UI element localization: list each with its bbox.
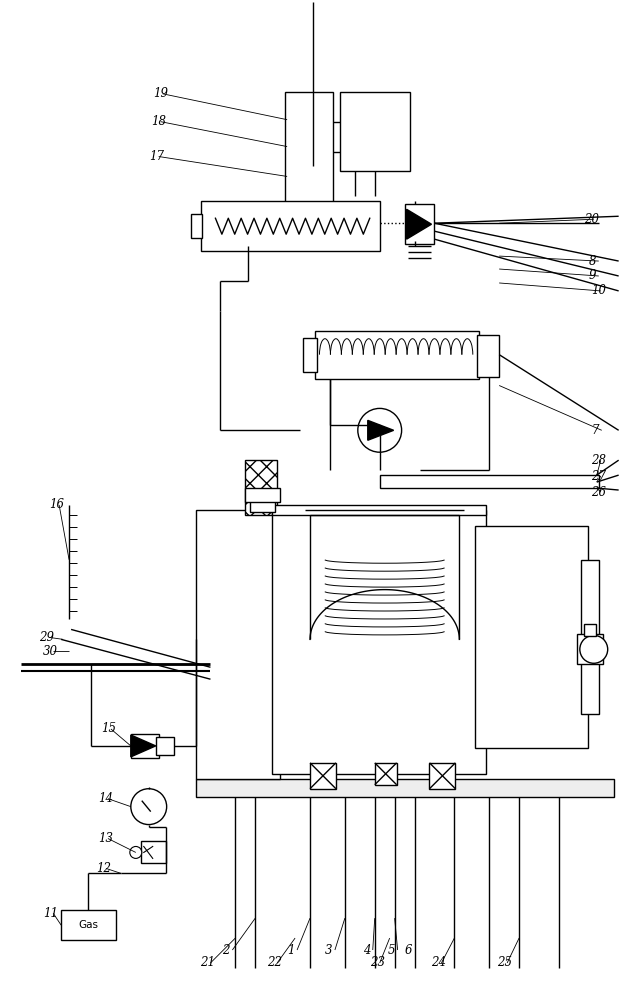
Circle shape: [131, 789, 167, 825]
Bar: [195, 779, 614, 797]
Bar: [200, 201, 380, 251]
Bar: [131, 734, 159, 758]
Bar: [404, 204, 435, 244]
Bar: [430, 763, 455, 789]
Circle shape: [130, 846, 142, 858]
Text: 18: 18: [151, 115, 166, 128]
Bar: [245, 460, 277, 515]
Text: 2: 2: [222, 944, 230, 957]
Text: 20: 20: [584, 213, 598, 226]
Bar: [245, 488, 280, 502]
Text: Gas: Gas: [78, 920, 98, 930]
Text: 21: 21: [200, 956, 215, 969]
Text: 10: 10: [591, 284, 606, 297]
Text: 8: 8: [589, 255, 596, 268]
Bar: [581, 560, 598, 714]
Text: 19: 19: [152, 87, 168, 100]
Text: 13: 13: [98, 832, 113, 845]
Bar: [315, 331, 479, 379]
Text: 3: 3: [325, 944, 333, 957]
Bar: [190, 214, 202, 238]
Circle shape: [358, 408, 401, 452]
Bar: [156, 737, 174, 755]
Text: 14: 14: [98, 792, 113, 805]
Text: 28: 28: [591, 454, 606, 467]
Polygon shape: [131, 735, 156, 757]
Text: 25: 25: [497, 956, 512, 969]
Bar: [272, 505, 486, 515]
Polygon shape: [406, 209, 432, 239]
Bar: [380, 475, 598, 488]
Text: 29: 29: [39, 631, 54, 644]
Bar: [584, 624, 596, 636]
Text: 9: 9: [589, 269, 596, 282]
Bar: [478, 335, 499, 377]
Text: 4: 4: [363, 944, 370, 957]
Polygon shape: [368, 420, 394, 440]
Text: 16: 16: [49, 498, 64, 511]
Bar: [475, 526, 588, 748]
Text: 27: 27: [591, 470, 606, 483]
Text: 6: 6: [404, 944, 412, 957]
Bar: [340, 92, 410, 171]
Bar: [272, 510, 486, 774]
Text: 23: 23: [370, 956, 385, 969]
Bar: [310, 763, 336, 789]
Bar: [303, 338, 317, 372]
Bar: [250, 500, 275, 512]
Circle shape: [580, 635, 608, 663]
Text: 7: 7: [592, 424, 599, 437]
Bar: [140, 841, 166, 863]
Bar: [577, 634, 603, 664]
Text: 5: 5: [387, 944, 395, 957]
Text: 24: 24: [432, 956, 447, 969]
Text: 17: 17: [149, 150, 164, 163]
Text: 26: 26: [591, 486, 606, 499]
Bar: [375, 763, 397, 785]
Text: 12: 12: [96, 862, 111, 875]
Bar: [285, 92, 333, 211]
Bar: [479, 530, 584, 744]
Bar: [195, 510, 280, 779]
Text: 15: 15: [101, 722, 116, 735]
Text: 1: 1: [287, 944, 295, 957]
Bar: [61, 910, 116, 940]
Text: 22: 22: [267, 956, 282, 969]
Text: 30: 30: [43, 645, 58, 658]
Text: 11: 11: [43, 907, 58, 920]
